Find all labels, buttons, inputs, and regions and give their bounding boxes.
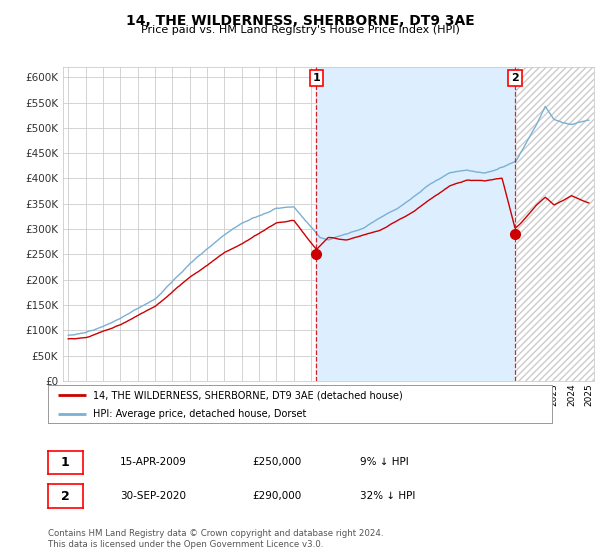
Text: 14, THE WILDERNESS, SHERBORNE, DT9 3AE (detached house): 14, THE WILDERNESS, SHERBORNE, DT9 3AE (… [94,390,403,400]
Text: HPI: Average price, detached house, Dorset: HPI: Average price, detached house, Dors… [94,409,307,419]
Text: 1: 1 [61,456,70,469]
Text: 14, THE WILDERNESS, SHERBORNE, DT9 3AE: 14, THE WILDERNESS, SHERBORNE, DT9 3AE [125,14,475,28]
Text: £250,000: £250,000 [252,457,301,467]
Text: Price paid vs. HM Land Registry's House Price Index (HPI): Price paid vs. HM Land Registry's House … [140,25,460,35]
Text: Contains HM Land Registry data © Crown copyright and database right 2024.
This d: Contains HM Land Registry data © Crown c… [48,529,383,549]
Text: 15-APR-2009: 15-APR-2009 [120,457,187,467]
Text: 1: 1 [313,73,320,83]
Text: 9% ↓ HPI: 9% ↓ HPI [360,457,409,467]
Bar [515,67,598,381]
Text: 30-SEP-2020: 30-SEP-2020 [120,491,186,501]
Text: £290,000: £290,000 [252,491,301,501]
Text: 2: 2 [511,73,519,83]
Text: 32% ↓ HPI: 32% ↓ HPI [360,491,415,501]
Bar [316,67,515,381]
Bar [515,67,598,381]
Text: 2: 2 [61,489,70,503]
